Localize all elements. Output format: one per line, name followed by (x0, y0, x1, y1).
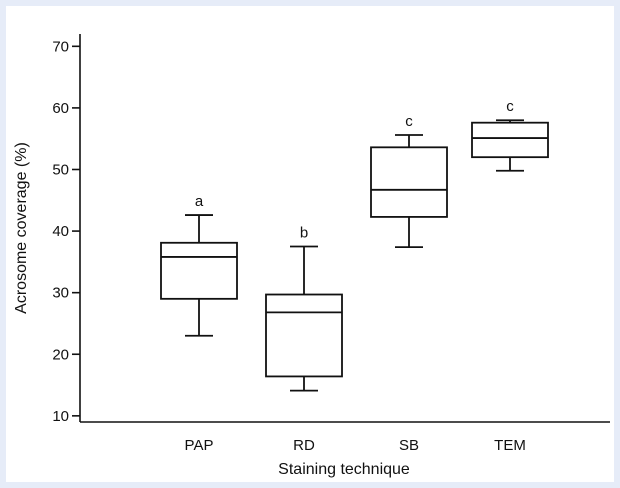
y-tick-label: 40 (52, 223, 69, 240)
iqr-box (370, 146, 448, 218)
x-tick-label: PAP (185, 437, 214, 454)
iqr-box (471, 121, 549, 159)
y-tick-label: 60 (52, 100, 69, 117)
y-tick-label: 70 (52, 38, 69, 55)
significance-label: c (405, 113, 413, 130)
x-tick-label: SB (399, 437, 419, 454)
chart-figure: 10 20 30 40 50 60 70 a b c c PAP RD SB TEM Staining … (6, 6, 614, 482)
y-tick-label: 30 (52, 285, 69, 302)
y-tick-label: 10 (52, 408, 69, 425)
significance-label: a (195, 193, 204, 210)
y-tick-label: 20 (52, 346, 69, 363)
box-sb: c (370, 113, 448, 248)
iqr-box (265, 293, 343, 378)
significance-label: c (506, 98, 514, 115)
y-ticks: 10 20 30 40 50 60 70 (52, 38, 80, 425)
iqr-box (160, 241, 238, 300)
x-tick-label: TEM (494, 437, 526, 454)
y-tick-label: 50 (52, 161, 69, 178)
box-pap: a (160, 193, 238, 337)
box-tem: c (471, 98, 549, 172)
boxes: a b c c (160, 98, 549, 392)
box-rd: b (265, 224, 343, 392)
axes (79, 34, 610, 423)
x-axis-title: Staining technique (278, 461, 410, 478)
x-ticks: PAP RD SB TEM (185, 437, 526, 454)
significance-label: b (300, 224, 308, 241)
x-tick-label: RD (293, 437, 315, 454)
box-plot: 10 20 30 40 50 60 70 a b c c PAP RD SB TEM Staining … (13, 34, 610, 478)
y-axis-title: Acrosome coverage (%) (13, 142, 30, 314)
